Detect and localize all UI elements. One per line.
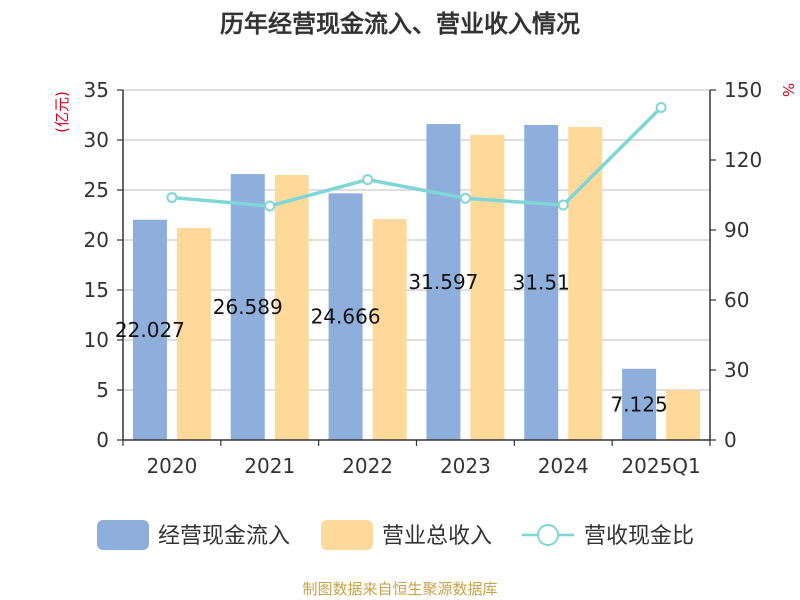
x-tick-label: 2021	[244, 454, 295, 478]
bar-revenue	[568, 127, 603, 440]
y-left-tick-label: 10	[84, 328, 109, 352]
y-right-tick-label: 30	[724, 358, 749, 382]
bar-cash-inflow	[524, 124, 559, 441]
line-point	[362, 174, 374, 186]
data-label: 22.027	[115, 318, 185, 342]
line-point	[264, 200, 276, 212]
line-point	[655, 102, 667, 113]
bars-layer	[132, 124, 701, 441]
line-layer	[166, 102, 667, 212]
chart-title: 历年经营现金流入、营业收入情况	[220, 10, 580, 38]
y-right-tick-label: 0	[724, 428, 737, 452]
axes-layer: 0 5 10 15 20 25 30 35 0 30 60 90 120 150 2020 2021 2022 2…	[84, 78, 763, 478]
bar-revenue	[666, 390, 701, 440]
x-tick-label: 2020	[146, 454, 197, 478]
bar-revenue	[176, 228, 211, 440]
bar-cash-inflow	[426, 124, 461, 440]
data-label: 26.589	[213, 295, 283, 319]
bar-cash-inflow	[328, 193, 363, 440]
bar-revenue	[372, 219, 407, 440]
data-label: 31.51	[513, 270, 570, 294]
x-tick-label: 2024	[538, 454, 589, 478]
line-point	[166, 192, 178, 204]
data-label: 31.597	[408, 270, 478, 294]
y-left-unit-label: (亿元)	[53, 91, 71, 133]
source-note: 制图数据来自恒生聚源数据库	[302, 580, 497, 598]
legend-swatch-cash-inflow	[97, 520, 149, 550]
data-label: 7.125	[610, 392, 667, 416]
legend-label-cash-inflow: 经营现金流入	[158, 524, 290, 549]
bar-revenue	[470, 135, 505, 440]
y-left-tick-label: 0	[96, 428, 109, 452]
y-left-tick-label: 15	[84, 278, 109, 302]
y-left-tick-label: 5	[96, 378, 109, 402]
bar-cash-inflow	[132, 219, 167, 440]
data-label: 24.666	[311, 305, 381, 329]
x-tick-label: 2025Q1	[621, 454, 700, 478]
y-left-tick-label: 25	[84, 178, 109, 202]
bar-cash-inflow	[622, 368, 657, 440]
y-right-unit-label: %	[779, 83, 797, 97]
legend-label-ratio: 营收现金比	[584, 524, 694, 549]
y-left-tick-label: 35	[84, 78, 109, 102]
y-right-tick-label: 120	[724, 148, 762, 172]
y-right-tick-label: 150	[724, 78, 762, 102]
data-labels-layer: 22.027 26.589 24.666 31.597 31.51 7.125	[115, 270, 668, 416]
x-tick-label: 2022	[342, 454, 393, 478]
y-right-tick-label: 90	[724, 218, 749, 242]
y-left-tick-label: 20	[84, 228, 109, 252]
legend-label-revenue: 营业总收入	[382, 524, 492, 549]
legend: 经营现金流入 营业总收入 营收现金比	[97, 520, 694, 550]
bar-cash-inflow	[230, 174, 265, 441]
legend-swatch-ratio-marker	[537, 524, 559, 546]
y-left-tick-label: 30	[84, 128, 109, 152]
gridlines	[123, 89, 710, 391]
legend-swatch-revenue	[321, 520, 373, 550]
line-cash-ratio	[171, 106, 663, 208]
line-point	[557, 199, 569, 211]
x-tick-label: 2023	[440, 454, 491, 478]
line-point	[459, 192, 471, 204]
y-right-tick-label: 60	[724, 288, 749, 312]
bar-revenue	[274, 175, 309, 440]
